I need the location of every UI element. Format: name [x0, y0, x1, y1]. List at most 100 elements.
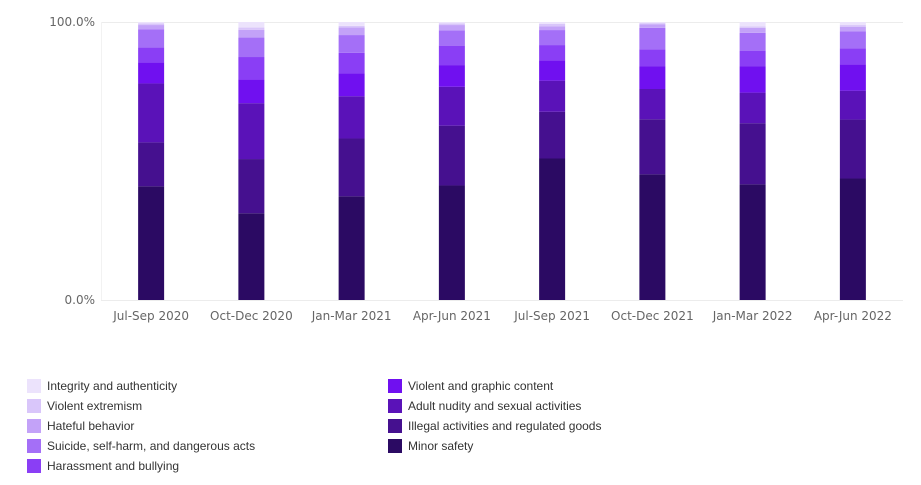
bar-segment[interactable] — [338, 35, 365, 53]
legend-item[interactable]: Suicide, self-harm, and dangerous acts — [27, 436, 255, 456]
bar-segment[interactable] — [138, 186, 165, 300]
bar-stack[interactable] — [539, 22, 566, 300]
bar-segment[interactable] — [138, 142, 165, 187]
bar-segment[interactable] — [438, 30, 465, 46]
bar-segment[interactable] — [238, 57, 265, 80]
bar-segment[interactable] — [639, 174, 666, 300]
bar-stack[interactable] — [839, 22, 866, 300]
bar-segment[interactable] — [539, 80, 566, 112]
bar-segment[interactable] — [739, 50, 766, 67]
bar-segment[interactable] — [238, 22, 265, 28]
bar-segment[interactable] — [338, 138, 365, 197]
legend-item[interactable]: Hateful behavior — [27, 416, 255, 436]
bar-segment[interactable] — [539, 23, 566, 27]
legend-column-2: Violent and graphic content Adult nudity … — [388, 376, 601, 456]
legend: Integrity and authenticity Violent extrem… — [27, 376, 907, 476]
bar-segment[interactable] — [839, 48, 866, 65]
bar-segment[interactable] — [138, 23, 165, 26]
legend-label: Adult nudity and sexual activities — [408, 399, 582, 413]
x-tick-label: Apr-Jun 2021 — [413, 309, 491, 323]
bar-stack[interactable] — [138, 22, 165, 300]
bar-segment[interactable] — [739, 22, 766, 27]
legend-item[interactable]: Violent extremism — [27, 396, 255, 416]
bar-segment[interactable] — [338, 27, 365, 36]
bar-segment[interactable] — [639, 119, 666, 175]
bar-segment[interactable] — [438, 23, 465, 26]
bar-segment[interactable] — [539, 111, 566, 159]
bar-segment[interactable] — [438, 185, 465, 300]
bar-segment[interactable] — [438, 45, 465, 66]
legend-item[interactable]: Integrity and authenticity — [27, 376, 255, 396]
bar-segment[interactable] — [338, 96, 365, 139]
bar-segment[interactable] — [639, 24, 666, 28]
legend-item[interactable]: Adult nudity and sexual activities — [388, 396, 601, 416]
bar-stack[interactable] — [338, 22, 365, 300]
bar-segment[interactable] — [739, 66, 766, 93]
bar-segment[interactable] — [539, 45, 566, 61]
bar-segment[interactable] — [138, 29, 165, 48]
legend-item[interactable]: Minor safety — [388, 436, 601, 456]
bar-segment[interactable] — [839, 178, 866, 300]
bar-stack[interactable] — [639, 22, 666, 300]
bar-stack[interactable] — [438, 22, 465, 300]
bar-segment[interactable] — [138, 22, 165, 24]
bar-segment[interactable] — [338, 196, 365, 300]
bar-segment[interactable] — [438, 86, 465, 126]
bar-segment[interactable] — [639, 88, 666, 120]
bar-segment[interactable] — [539, 60, 566, 81]
legend-item[interactable]: Harassment and bullying — [27, 456, 255, 476]
bar-segment[interactable] — [539, 22, 566, 24]
bar-segment[interactable] — [739, 92, 766, 124]
bar-segment[interactable] — [639, 22, 666, 24]
bar-segment[interactable] — [438, 22, 465, 24]
legend-item[interactable]: Violent and graphic content — [388, 376, 601, 396]
legend-label: Integrity and authenticity — [47, 379, 178, 393]
bar-segment[interactable] — [438, 25, 465, 31]
bar-segment[interactable] — [238, 159, 265, 214]
bar-segment[interactable] — [539, 30, 566, 46]
bar-stack[interactable] — [238, 22, 265, 300]
bar-segment[interactable] — [238, 213, 265, 300]
legend-swatch — [388, 439, 402, 453]
bar-segment[interactable] — [839, 22, 866, 26]
bar-segment[interactable] — [338, 52, 365, 74]
bar-segment[interactable] — [839, 90, 866, 120]
bar-segment[interactable] — [639, 23, 666, 25]
bar-segment[interactable] — [739, 27, 766, 33]
bar-segment[interactable] — [238, 29, 265, 38]
bar-segment[interactable] — [739, 26, 766, 28]
bar-segment[interactable] — [438, 65, 465, 87]
bar-segment[interactable] — [238, 103, 265, 160]
bar-segment[interactable] — [438, 125, 465, 186]
bar-segment[interactable] — [138, 47, 165, 63]
bar-segment[interactable] — [338, 22, 365, 26]
bar-segment[interactable] — [839, 25, 866, 28]
bar-segment[interactable] — [238, 37, 265, 58]
bar-segment[interactable] — [839, 27, 866, 32]
bar-segment[interactable] — [739, 32, 766, 51]
x-tick-label: Oct-Dec 2021 — [611, 309, 694, 323]
bar-segment[interactable] — [539, 26, 566, 31]
y-tick-label: 0.0% — [65, 293, 96, 307]
bar-segment[interactable] — [839, 119, 866, 179]
bar-stack[interactable] — [739, 22, 766, 300]
bar-segment[interactable] — [539, 158, 566, 300]
x-tick-label: Jan-Mar 2022 — [712, 309, 793, 323]
legend-label: Suicide, self-harm, and dangerous acts — [47, 439, 256, 453]
bar-segment[interactable] — [138, 62, 165, 84]
bar-segment[interactable] — [639, 49, 666, 67]
x-tick-label: Oct-Dec 2020 — [210, 309, 293, 323]
bar-segment[interactable] — [238, 27, 265, 30]
bar-segment[interactable] — [639, 27, 666, 50]
bar-segment[interactable] — [639, 66, 666, 89]
bar-segment[interactable] — [338, 73, 365, 97]
bar-segment[interactable] — [839, 31, 866, 49]
bar-segment[interactable] — [238, 79, 265, 104]
bar-segment[interactable] — [338, 25, 365, 28]
bar-segment[interactable] — [739, 184, 766, 300]
bar-segment[interactable] — [839, 64, 866, 91]
bar-segment[interactable] — [138, 83, 165, 143]
bar-segment[interactable] — [739, 123, 766, 185]
bar-segment[interactable] — [138, 25, 165, 30]
legend-item[interactable]: Illegal activities and regulated goods — [388, 416, 601, 436]
